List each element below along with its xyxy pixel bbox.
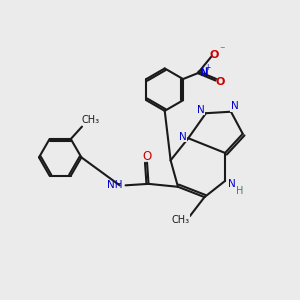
Text: CH₃: CH₃	[172, 215, 190, 225]
Text: O: O	[142, 150, 152, 163]
Text: N: N	[228, 179, 236, 190]
Text: +: +	[204, 63, 210, 72]
Text: CH₃: CH₃	[81, 115, 99, 125]
Text: O: O	[215, 77, 225, 87]
Text: N: N	[200, 68, 209, 78]
Text: NH: NH	[106, 180, 122, 190]
Text: N: N	[197, 105, 205, 115]
Text: N: N	[231, 101, 239, 111]
Text: O: O	[210, 50, 219, 60]
Text: H: H	[236, 186, 244, 196]
Text: N: N	[179, 132, 187, 142]
Text: ⁻: ⁻	[220, 46, 225, 56]
